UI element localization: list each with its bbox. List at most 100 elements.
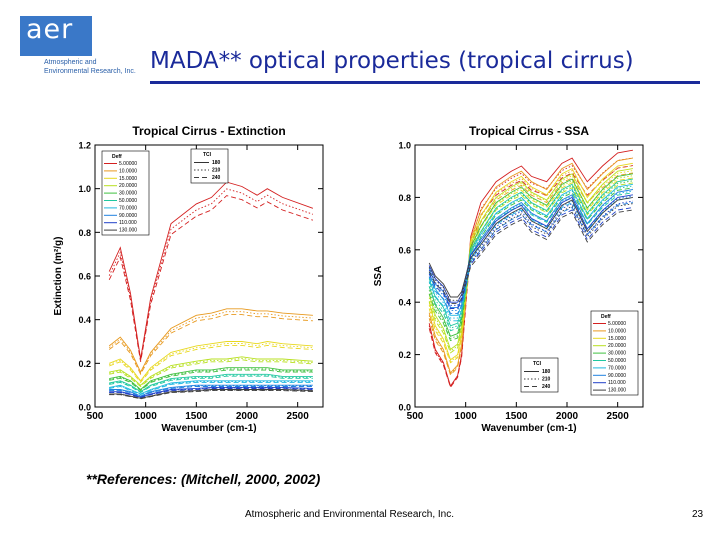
series-line: [428, 177, 633, 364]
chart-title: Tropical Cirrus - Extinction: [132, 124, 285, 138]
series-line: [109, 343, 313, 383]
series-line: [428, 194, 633, 303]
ssa-chart: Tropical Cirrus - SSA 500 1000 1500 2000 2500…: [373, 124, 644, 434]
series-line: [109, 386, 313, 398]
series-line: [109, 386, 313, 398]
series-line: [428, 180, 633, 339]
series-line: [109, 374, 313, 393]
series-line: [428, 200, 633, 306]
series-line: [109, 388, 313, 399]
y-tick-label: 0.4: [78, 315, 91, 325]
series-line: [108, 308, 313, 374]
x-tick-label: 1000: [135, 411, 158, 422]
y-tick-label: 0.4: [398, 298, 411, 308]
logo-tagline-line-1: Atmospheric and: [44, 59, 97, 66]
series-line: [428, 175, 633, 352]
tci-legend-title: TCI: [533, 361, 542, 367]
page-number: 23: [692, 509, 704, 520]
series-line: [109, 368, 313, 391]
y-tick-label: 1.2: [78, 141, 91, 151]
y-tick-label: 0.0: [398, 403, 411, 413]
series-line: [108, 181, 314, 360]
series-line: [109, 369, 313, 392]
series-line: [109, 341, 313, 382]
legend-entry: 50.0000: [608, 358, 626, 364]
plot-frame: [414, 144, 644, 408]
tci-entry: 240: [542, 384, 551, 390]
legend-entry: 50.0000: [119, 198, 137, 204]
y-tick-label: 0.6: [78, 272, 91, 282]
series-line: [428, 203, 633, 301]
tci-entry: 240: [212, 175, 221, 181]
legend-entry: 20.0000: [119, 183, 137, 189]
series-line: [428, 178, 633, 327]
series-line: [428, 157, 633, 388]
series-line: [109, 375, 313, 394]
references-text: **References: (Mitchell, 2000, 2002): [86, 471, 321, 487]
deff-legend-title: Deff: [601, 314, 611, 320]
x-axis-label: Wavenumber (cm-1): [481, 423, 576, 434]
series-line: [109, 380, 313, 395]
x-tick-label: 1000: [455, 411, 478, 422]
x-tick-label: 2500: [607, 411, 630, 422]
tci-legend-title: TCI: [203, 152, 212, 158]
legend-entry: 110.000: [608, 380, 626, 386]
y-tick-label: 0.8: [78, 228, 91, 238]
series-line: [428, 162, 633, 361]
tci-entry: 180: [542, 369, 551, 375]
series-line: [428, 173, 633, 337]
y-tick-label: 1.0: [78, 184, 91, 194]
y-axis-label: Extinction (m²/g): [53, 237, 64, 316]
series-line: [109, 385, 313, 397]
aer-logo-tagline: Atmospheric and Environmental Research, …: [44, 58, 154, 76]
series-line: [428, 182, 633, 354]
legend-entry: 15.0000: [608, 336, 626, 342]
series-line: [108, 311, 313, 375]
legend-entry: 130.000: [608, 388, 626, 394]
chart-title: Tropical Cirrus - SSA: [469, 124, 589, 138]
series-line: [428, 189, 633, 308]
footer-company: Atmospheric and Environmental Research, …: [245, 509, 454, 520]
series-line: [109, 381, 313, 396]
legend-entry: 70.0000: [608, 365, 626, 371]
y-tick-label: 0.0: [78, 403, 91, 413]
tci-entry: 210: [212, 168, 221, 174]
series-line: [428, 170, 633, 363]
tci-entry: 180: [212, 160, 221, 166]
legend-entry: 90.0000: [608, 373, 626, 379]
x-tick-label: 2500: [287, 411, 310, 422]
series-line: [109, 359, 313, 388]
y-tick-label: 0.6: [398, 245, 411, 255]
series-line: [109, 367, 313, 391]
y-tick-label: 0.2: [398, 350, 411, 360]
series-line: [109, 373, 313, 393]
y-tick-label: 0.2: [78, 359, 91, 369]
legend-entry: 110.000: [119, 220, 137, 226]
aer-logo: [20, 16, 92, 56]
legend-entry: 15.0000: [119, 176, 137, 182]
series-line: [428, 168, 633, 351]
series-line: [428, 165, 633, 389]
legend-entry: 10.0000: [608, 328, 626, 334]
legend-entry: 30.0000: [608, 351, 626, 357]
x-tick-label: 2000: [556, 411, 579, 422]
x-tick-label: 1500: [185, 411, 208, 422]
x-tick-label: 500: [407, 411, 424, 422]
legend-entry: 10.0000: [119, 168, 137, 174]
series-line: [108, 314, 313, 376]
x-axis-label: Wavenumber (cm-1): [161, 423, 256, 434]
extinction-chart: Tropical Cirrus - Extinction 500 1000 1500 2…: [53, 124, 324, 434]
series-line: [428, 157, 633, 374]
series-line: [428, 209, 633, 305]
title-underline: [150, 81, 700, 84]
aer-logo-text: aer: [26, 14, 74, 45]
series-line: [109, 387, 313, 398]
slide-title: MADA** optical properties (tropical cirr…: [150, 48, 634, 74]
series-line: [109, 389, 313, 399]
x-tick-label: 2000: [236, 411, 259, 422]
series-line: [428, 187, 633, 342]
series-line: [109, 357, 313, 387]
deff-legend-title: Deff: [112, 154, 122, 160]
series-line: [109, 381, 313, 395]
series-line: [109, 344, 313, 384]
